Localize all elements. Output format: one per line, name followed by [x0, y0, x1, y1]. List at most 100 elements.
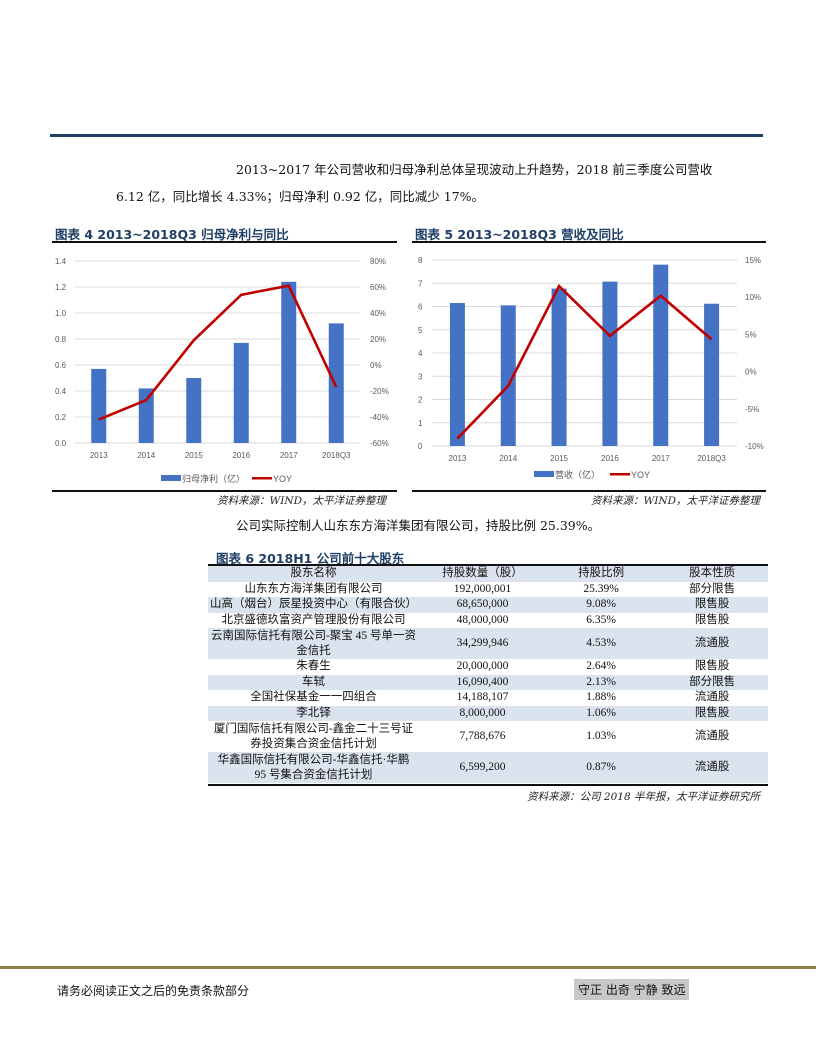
svg-text:0.8: 0.8 [55, 335, 67, 344]
svg-text:-60%: -60% [370, 439, 389, 448]
svg-text:2017: 2017 [280, 451, 298, 460]
svg-text:7: 7 [418, 279, 423, 288]
header-rule [50, 134, 763, 137]
svg-text:0%: 0% [370, 361, 382, 370]
legend-line-swatch [252, 477, 272, 480]
svg-text:2015: 2015 [550, 454, 568, 463]
holder-name: 山高（烟台）辰星投资中心（有限合伙） [210, 598, 417, 611]
holder-percent: 25.39% [583, 582, 619, 595]
holder-shares: 34,299,946 [456, 637, 509, 649]
holder-name: 车轼 [302, 675, 325, 688]
holder-name: 山东东方海洋集团有限公司 [244, 582, 383, 595]
svg-text:-40%: -40% [370, 413, 389, 422]
holder-shares: 48,000,000 [456, 613, 509, 626]
holder-percent: 6.35% [586, 613, 616, 626]
holder-name: 北京盛德玖富资产管理股份有限公司 [221, 613, 406, 626]
holder-name: 李北铎 [296, 706, 331, 719]
svg-text:0.4: 0.4 [55, 387, 67, 396]
svg-text:-10%: -10% [745, 442, 764, 451]
holder-shares: 7,788,676 [459, 730, 506, 742]
bar-series [449, 264, 720, 446]
holder-share-type: 限售股 [694, 613, 730, 626]
holder-name-line1: 云南国际信托有限公司-聚宝 45 号单一资 [210, 629, 417, 642]
legend-line-label: YOY [273, 474, 292, 484]
table-row: 华鑫国际信托有限公司-华鑫信托·华鹏 95 号集合资金信托计划 6,599,20… [208, 752, 768, 783]
holder-percent: 2.13% [586, 675, 616, 688]
svg-text:-5%: -5% [745, 405, 759, 414]
holder-shares: 192,000,001 [453, 582, 512, 595]
holder-name: 全国社保基金一一四组合 [250, 691, 377, 704]
legend-line-swatch [610, 473, 630, 476]
header-shares: 持股数量（股） [442, 567, 523, 580]
svg-text:20%: 20% [370, 335, 386, 344]
figure5-title-rule [412, 241, 766, 243]
table-bottom-rule [208, 784, 768, 786]
holder-percent: 9.08% [586, 598, 616, 611]
holder-shares: 20,000,000 [456, 660, 509, 673]
holder-name: 朱春生 [296, 660, 331, 673]
svg-text:0%: 0% [745, 368, 757, 377]
svg-text:8: 8 [418, 256, 423, 265]
holder-share-type: 限售股 [694, 706, 730, 719]
holder-share-type: 部分限售 [689, 675, 736, 688]
svg-text:2016: 2016 [601, 454, 619, 463]
header-share-type: 股本性质 [689, 567, 736, 580]
table-row: 山东东方海洋集团有限公司 192,000,001 25.39% 部分限售 [208, 582, 768, 598]
holder-name-line1: 厦门国际信托有限公司-鑫金二十三号证 [213, 722, 414, 735]
holder-percent: 1.88% [586, 691, 616, 704]
svg-text:60%: 60% [370, 283, 386, 292]
svg-text:2014: 2014 [137, 451, 155, 460]
table-row: 李北铎 8,000,000 1.06% 限售股 [208, 705, 768, 721]
svg-text:2016: 2016 [232, 451, 250, 460]
svg-text:0: 0 [418, 442, 423, 451]
figure5-title: 图表 5 2013~2018Q3 营收及同比 [415, 227, 624, 242]
table-row: 朱春生 20,000,000 2.64% 限售股 [208, 659, 768, 675]
x-axis-labels: 2013 2014 2015 2016 2017 2018Q3 [90, 451, 351, 460]
legend-bar-label: 归母净利（亿） [182, 473, 245, 484]
holder-share-type: 流通股 [694, 637, 730, 649]
header-percent: 持股比例 [578, 567, 625, 580]
holder-name: 厦门国际信托有限公司-鑫金二十三号证 券投资集合资金信托计划 [208, 721, 419, 752]
table-header-row: 股东名称 持股数量（股） 持股比例 股本性质 [208, 566, 768, 582]
holder-share-type: 限售股 [694, 660, 730, 673]
x-axis-labels: 2013 2014 2015 2016 2017 2018Q3 [449, 454, 727, 463]
table-top-rule [208, 564, 768, 566]
svg-text:5: 5 [418, 326, 423, 335]
figure5-chart: 0 1 2 3 4 5 6 7 8 -10% -5% 0% 5% 10% 15% 2013 2014 2015… [418, 256, 764, 480]
table-row: 全国社保基金一一四组合 14,188,107 1.88% 流通股 [208, 690, 768, 706]
svg-text:2015: 2015 [185, 451, 203, 460]
right-axis-labels: -10% -5% 0% 5% 10% 15% [745, 256, 764, 451]
figure4-bottom-rule [52, 490, 397, 492]
holder-shares: 14,188,107 [456, 691, 509, 704]
holder-percent: 2.64% [586, 660, 616, 673]
holder-name-line2: 95 号集合资金信托计划 [254, 768, 373, 781]
holder-share-type: 限售股 [694, 598, 730, 611]
shareholders-table: 股东名称 持股数量（股） 持股比例 股本性质 山东东方海洋集团有限公司 192,… [208, 566, 768, 783]
figure6-title: 图表 6 2018H1 公司前十大股东 [216, 551, 405, 566]
holder-share-type: 流通股 [694, 691, 730, 704]
figure4-title: 图表 4 2013~2018Q3 归母净利与同比 [55, 227, 289, 242]
footer-motto: 守正 出奇 宁静 致远 [574, 979, 690, 1000]
svg-text:1.0: 1.0 [55, 309, 67, 318]
svg-text:1: 1 [418, 419, 423, 428]
figure4-source: 资料来源：WIND，太平洋证券整理 [216, 495, 386, 507]
svg-text:2013: 2013 [90, 451, 108, 460]
legend-line-label: YOY [631, 470, 650, 480]
chart-gridlines [75, 260, 360, 444]
svg-text:-20%: -20% [370, 387, 389, 396]
body-paragraph-line1: 2013~2017 年公司营收和归母净利总体呈现波动上升趋势，2018 前三季度… [236, 162, 713, 177]
figure6-source: 资料来源：公司 2018 半年报，太平洋证券研究所 [527, 791, 760, 803]
svg-text:1.2: 1.2 [55, 283, 67, 292]
holder-name: 华鑫国际信托有限公司-华鑫信托·华鹏 95 号集合资金信托计划 [208, 752, 419, 783]
svg-text:40%: 40% [370, 309, 386, 318]
table-row: 山高（烟台）辰星投资中心（有限合伙） 68,650,000 9.08% 限售股 [208, 597, 768, 613]
table-row: 云南国际信托有限公司-聚宝 45 号单一资 金信托 34,299,946 4.5… [208, 628, 768, 659]
svg-text:4: 4 [418, 349, 423, 358]
figure5-bottom-rule [412, 490, 766, 492]
holder-shares: 68,650,000 [456, 598, 509, 611]
holder-share-type: 流通股 [694, 730, 730, 742]
svg-text:0.0: 0.0 [55, 439, 67, 448]
holder-percent: 1.06% [586, 706, 616, 719]
holder-share-type: 流通股 [694, 761, 730, 773]
holder-percent: 4.53% [586, 637, 616, 649]
